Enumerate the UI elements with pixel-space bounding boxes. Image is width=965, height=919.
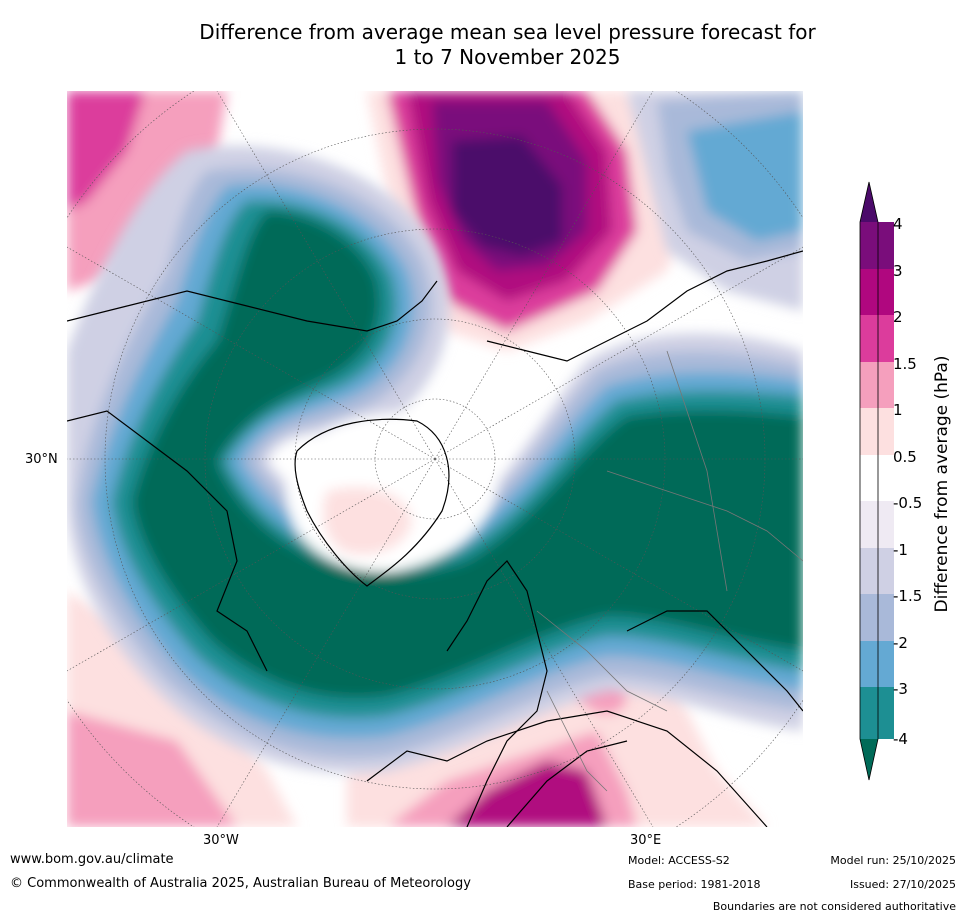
colorbar (859, 181, 894, 781)
colorbar-tick-label: 4 (893, 215, 903, 233)
base-period: Base period: 1981-2018 (628, 878, 761, 891)
colorbar-band (860, 408, 894, 455)
colorbar-tick-label: 2 (893, 308, 903, 326)
copyright-text: © Commonwealth of Australia 2025, Austra… (10, 876, 471, 891)
colorbar-tick-label: 3 (893, 262, 903, 280)
colorbar-band (860, 269, 894, 315)
colorbar-tick-label: 0.5 (893, 448, 917, 466)
website-link[interactable]: www.bom.gov.au/climate (10, 852, 174, 867)
colorbar-tick-label: -4 (893, 730, 908, 748)
colorbar-band (860, 548, 894, 594)
pressure-anomaly-map (67, 91, 803, 827)
country-borders (536, 350, 803, 792)
colorbar-band (860, 455, 894, 501)
colorbar-band (860, 362, 894, 408)
colorbar-top-arrow (860, 182, 878, 222)
colorbar-band (860, 687, 894, 739)
colorbar-band (860, 594, 894, 641)
colorbar-tick-label: -3 (893, 680, 908, 698)
colorbar-tick-label: 1.5 (893, 355, 917, 373)
issued-date: Issued: 27/10/2025 (849, 878, 956, 891)
colorbar-band (860, 222, 894, 269)
graticule (67, 91, 803, 827)
colorbar-tick-label: -1.5 (893, 587, 923, 605)
model-run-date: Model run: 25/10/2025 (830, 854, 956, 867)
colorbar-band (860, 501, 894, 548)
lat-30n-label: 30°N (25, 452, 58, 467)
chart-title: Difference from average mean sea level p… (0, 20, 965, 70)
colorbar-tick-label: -2 (893, 634, 908, 652)
coastlines (67, 250, 803, 827)
colorbar-tick-label: 1 (893, 401, 903, 419)
colorbar-tick-label: -0.5 (893, 494, 923, 512)
colorbar-tick-label: -1 (893, 541, 908, 559)
colorbar-band (860, 641, 894, 687)
model-name: Model: ACCESS-S2 (628, 854, 730, 867)
lon-30w-label: 30°W (203, 833, 239, 848)
colorbar-title: Difference from average (hPa) (932, 355, 952, 613)
boundaries-disclaimer: Boundaries are not considered authoritat… (712, 900, 956, 913)
colorbar-band (860, 315, 894, 362)
negative-anomaly-areas (67, 91, 803, 773)
lon-30e-label: 30°E (630, 833, 662, 848)
colorbar-bottom-arrow (860, 739, 878, 780)
title-line-1: Difference from average mean sea level p… (199, 20, 816, 44)
title-line-2: 1 to 7 November 2025 (394, 45, 621, 69)
